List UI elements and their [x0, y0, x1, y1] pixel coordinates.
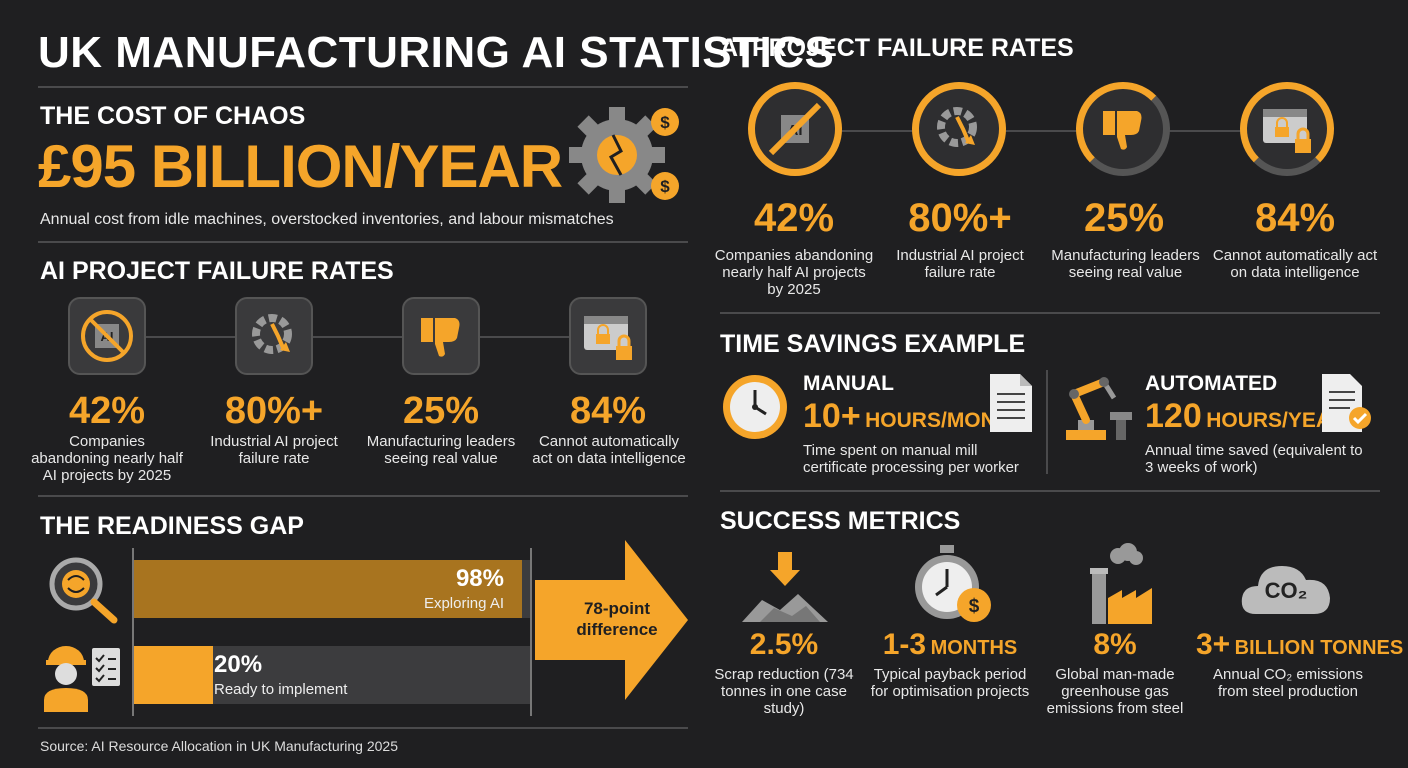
robot-arm-icon [1060, 372, 1136, 442]
document-check-icon [1320, 372, 1372, 434]
divider [38, 495, 688, 497]
difference-text: 78-point difference [576, 599, 658, 639]
bar1-value: 98% [455, 565, 504, 592]
automated-value-row: 120 HOURS/YEAR [1145, 397, 1346, 436]
failure-left-label-3: Manufacturing leaders seeing real value [366, 433, 516, 467]
success-value-row-3: 8% [1044, 628, 1186, 662]
clock-icon [720, 372, 790, 442]
divider [38, 86, 688, 88]
cost-value: £95 BILLION/YEAR [38, 133, 563, 200]
worker-checklist-icon [38, 640, 124, 712]
connector-line [110, 336, 610, 338]
success-value-1: 2.5% [749, 628, 819, 661]
ai-chip-crossed-icon: AI [748, 82, 842, 176]
success-value-row-1: 2.5% [710, 628, 858, 662]
cost-heading: THE COST OF CHAOS [40, 102, 306, 130]
success-unit-4: BILLION TONNES [1234, 637, 1404, 659]
automated-value: 120 [1145, 397, 1202, 435]
source-text: Source: AI Resource Allocation in UK Man… [40, 738, 398, 754]
automated-label: AUTOMATED [1145, 372, 1278, 395]
manual-unit: HOURS/MONTH [865, 409, 1024, 432]
failure-left-value-4: 84% [569, 390, 647, 432]
automated-description: Annual time saved (equivalent to 3 weeks… [1145, 442, 1363, 476]
divider [720, 490, 1380, 492]
failure-left-label-4: Cannot automatically act on data intelli… [532, 433, 686, 467]
time-savings-heading: TIME SAVINGS EXAMPLE [720, 330, 1026, 358]
locked-window-icon [1240, 82, 1334, 176]
failure-left-label-2: Industrial AI project failure rate [210, 433, 338, 467]
svg-text:$: $ [660, 113, 670, 132]
thumbs-down-icon [1076, 82, 1170, 176]
success-value-row-4: 3+ BILLION TONNES [1196, 628, 1403, 662]
time-savings-divider [1046, 370, 1048, 474]
document-icon [988, 372, 1034, 434]
thumbs-down-icon [402, 297, 480, 375]
co2-cloud-icon [1238, 556, 1334, 618]
divider [38, 727, 688, 729]
connector-line [790, 130, 1290, 132]
success-heading: SUCCESS METRICS [720, 507, 961, 535]
broken-gear-dollar-icon: $ $ [565, 100, 685, 210]
success-value-3: 8% [1093, 628, 1137, 661]
failure-left-value-2: 80%+ [224, 390, 324, 432]
automated-unit: HOURS/YEAR [1206, 409, 1347, 432]
failure-right-value-3: 25% [1083, 196, 1165, 240]
failure-right-label-4: Cannot automatically act on data intelli… [1212, 247, 1378, 281]
cost-description: Annual cost from idle machines, overstoc… [40, 211, 614, 228]
manual-value: 10+ [803, 397, 861, 435]
stopwatch-dollar-icon: $ [910, 543, 994, 625]
failure-right-value-1: 42% [753, 196, 835, 240]
failure-right-value-4: 84% [1254, 196, 1336, 240]
success-label-2: Typical payback period for optimisation … [870, 666, 1030, 700]
bar2-label: Ready to implement [214, 681, 348, 698]
failure-right-heading: AI PROJECT FAILURE RATES [720, 34, 1074, 62]
failure-left-value-1: 42% [68, 390, 146, 432]
bar-exploring-ai [134, 560, 522, 618]
factory-smoke-icon [1082, 542, 1158, 626]
ai-chip-crossed-icon: AI [68, 297, 146, 375]
readiness-heading: THE READINESS GAP [40, 512, 304, 540]
failure-left-value-3: 25% [402, 390, 480, 432]
broken-gear-arrow-icon [912, 82, 1006, 176]
bar1-label: Exploring AI [423, 595, 504, 612]
success-unit-2: MONTHS [930, 637, 1018, 659]
locked-window-icon [569, 297, 647, 375]
manual-description: Time spent on manual mill certificate pr… [803, 442, 1019, 476]
success-label-4: Annual CO₂ emissions from steel producti… [1212, 666, 1364, 700]
failure-right-value-2: 80%+ [908, 196, 1012, 240]
divider [720, 312, 1380, 314]
svg-text:$: $ [969, 596, 980, 617]
svg-text:$: $ [660, 177, 670, 196]
bar-ready-to-implement [134, 646, 213, 704]
success-label-3: Global man-made greenhouse gas emissions… [1046, 666, 1184, 717]
failure-right-label-1: Companies abandoning nearly half AI proj… [714, 247, 874, 298]
success-value-row-2: 1-3 MONTHS [866, 628, 1034, 662]
manual-label: MANUAL [803, 372, 894, 395]
brain-magnifier-icon [44, 554, 120, 624]
co2-text: CO₂ [1264, 578, 1308, 603]
failure-right-label-3: Manufacturing leaders seeing real value [1051, 247, 1200, 281]
bar2-value: 20% [214, 651, 263, 678]
failure-right-label-2: Industrial AI project failure rate [896, 247, 1024, 281]
page-title: UK MANUFACTURING AI STATISTICS [38, 28, 835, 77]
failure-left-label-1: Companies abandoning nearly half AI proj… [31, 433, 183, 484]
success-label-1: Scrap reduction (734 tonnes in one case … [714, 666, 854, 717]
readiness-axis [132, 548, 134, 716]
success-value-4: 3+ [1196, 628, 1231, 661]
difference-arrow [535, 540, 690, 700]
failure-left-heading: AI PROJECT FAILURE RATES [40, 257, 394, 285]
success-value-2: 1-3 [882, 628, 927, 661]
scrap-pile-icon [740, 548, 830, 624]
broken-gear-arrow-icon [235, 297, 313, 375]
manual-value-row: 10+ HOURS/MONTH [803, 397, 1024, 436]
readiness-axis-right [530, 548, 532, 716]
divider [38, 241, 688, 243]
